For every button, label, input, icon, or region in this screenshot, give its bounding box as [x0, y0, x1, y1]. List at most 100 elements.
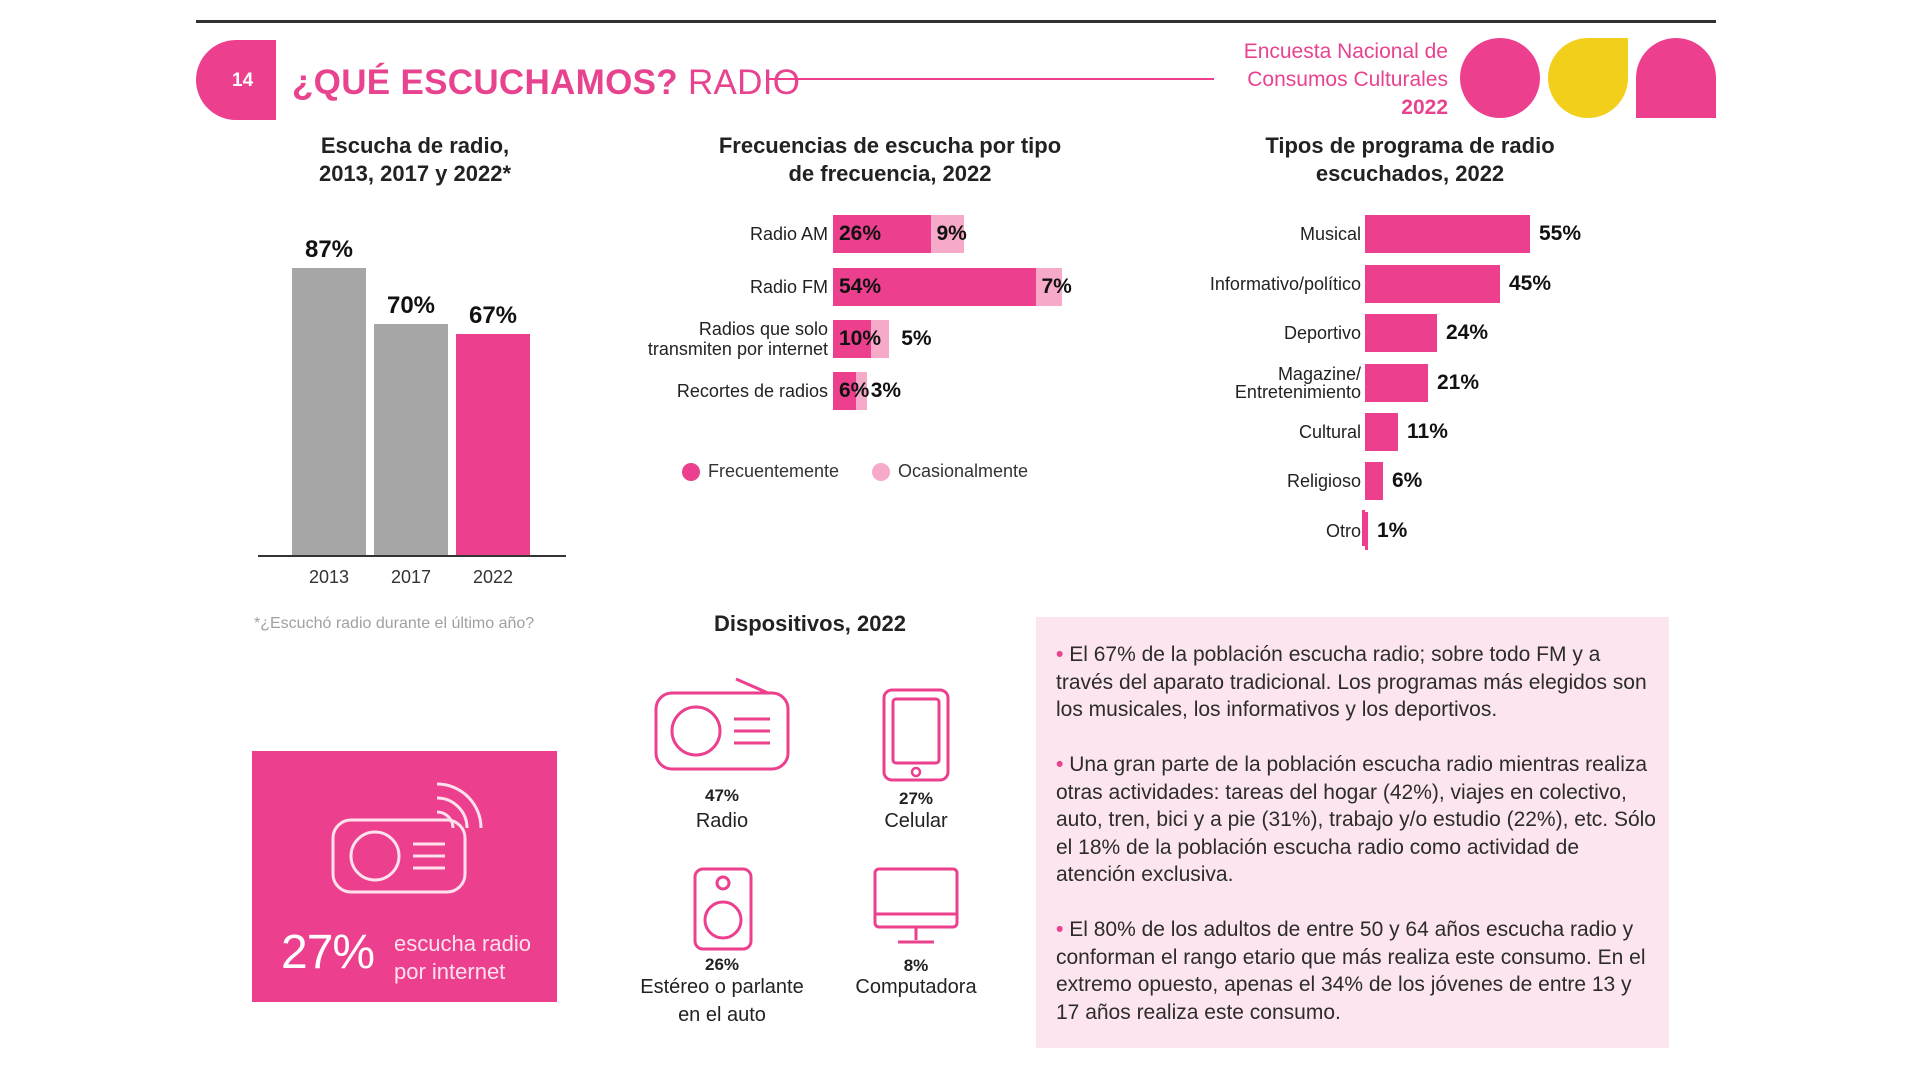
frequency-value-occasional: 3%	[870, 379, 902, 402]
finding-paragraph-1: • El 67% de la población escucha radio; …	[1056, 641, 1656, 724]
frequency-value-occasional: 7%	[1041, 275, 1072, 298]
internet-radio-text-2: por internet	[394, 959, 506, 984]
listening-bar-2017	[374, 324, 448, 555]
title-divider	[768, 78, 1214, 80]
program-chart-title-1: Tipos de programa de radio	[1265, 133, 1555, 158]
program-value-label: 45%	[1509, 272, 1552, 295]
frequency-value-frequent: 10%	[839, 327, 882, 350]
finding-text-2: Una gran parte de la población escucha r…	[1056, 753, 1656, 886]
program-category-line: Religioso	[1286, 471, 1361, 491]
listening-bar-2013	[292, 267, 366, 555]
logo-circle-shape	[1460, 38, 1540, 118]
frequency-value-frequent: 54%	[839, 275, 882, 298]
listening-bar-label-2022: 67%	[468, 301, 518, 329]
internet-radio-text: escucha radio por internet	[394, 930, 531, 986]
program-value-label: 6%	[1392, 469, 1423, 492]
speaker-icon	[693, 867, 753, 951]
legend-occasional-swatch	[872, 463, 890, 481]
frequency-category-label: Radio AM	[750, 224, 828, 244]
program-value-label: 11%	[1407, 420, 1448, 443]
phone-icon	[882, 688, 950, 782]
legend-occasional-label: Ocasionalmente	[898, 461, 1029, 481]
program-category-label: Informativo/político	[1210, 275, 1361, 293]
listening-x-tick-2022: 2022	[472, 567, 514, 587]
frequency-value-frequent: 26%	[839, 222, 882, 245]
program-bar	[1365, 413, 1398, 451]
brand-year: 2022	[1401, 96, 1448, 119]
top-rule	[196, 20, 1716, 23]
listening-chart-title: Escucha de radio, 2013, 2017 y 2022*	[250, 132, 580, 188]
listening-bar-label-2013: 87%	[304, 235, 354, 263]
bullet-dot: •	[1056, 753, 1064, 776]
radio-icon	[654, 677, 790, 771]
device-radio-value: 47%	[704, 786, 740, 805]
program-value-label: 21%	[1437, 371, 1480, 394]
logo-arch-shape	[1636, 38, 1716, 118]
program-chart-title: Tipos de programa de radio escuchados, 2…	[1200, 132, 1620, 188]
section-title-rest: RADIO	[677, 63, 801, 102]
program-category-line: Entretenimiento	[1234, 382, 1361, 402]
device-speaker-name-1: Estéreo o parlante	[640, 976, 804, 998]
brand-line-1: Encuesta Nacional de	[1243, 40, 1448, 63]
frequency-bar-occasional	[870, 320, 890, 358]
frequency-chart-title: Frecuencias de escucha por tipo de frecu…	[680, 132, 1100, 188]
listening-chart-x-axis	[258, 555, 566, 557]
device-computer-value: 8%	[903, 956, 929, 975]
device-computer-name: Computadora	[855, 976, 977, 998]
program-bar	[1365, 462, 1383, 500]
device-phone-value: 27%	[898, 789, 934, 808]
devices-title: Dispositivos, 2022	[714, 611, 906, 636]
brand-line-2: Consumos Culturales	[1247, 68, 1448, 91]
frequency-category-line: Radio FM	[749, 277, 828, 297]
frequency-bar-frequent	[833, 268, 1036, 306]
listening-bar-label-2017: 70%	[386, 292, 436, 319]
survey-brand: Encuesta Nacional de Consumos Culturales…	[1244, 38, 1448, 122]
computer-icon	[873, 867, 959, 944]
frequency-category-label: Recortes de radios	[677, 381, 828, 401]
finding-paragraph-3: • El 80% de los adultos de entre 50 y 64…	[1056, 916, 1656, 1026]
program-category-label: Deportivo	[1284, 324, 1361, 342]
page-number: 14	[232, 70, 254, 91]
frequency-bar-frequent	[833, 215, 931, 253]
finding-text-3: El 80% de los adultos de entre 50 y 64 a…	[1056, 918, 1646, 1024]
program-bar	[1365, 314, 1437, 352]
program-category-label: Religioso	[1287, 472, 1361, 490]
legend-frequent-swatch	[682, 463, 700, 481]
internet-radio-highlight-box	[252, 751, 557, 1002]
program-bar	[1365, 512, 1368, 550]
frequency-category-label: Radio FM	[750, 277, 828, 297]
program-category-line: Otro	[1325, 521, 1361, 541]
program-category-label: Musical	[1300, 225, 1361, 243]
frequency-value-occasional: 9%	[936, 222, 967, 245]
listening-chart-footnote: *¿Escuchó radio durante el último año?	[254, 615, 535, 632]
frequency-bar-frequent	[833, 320, 871, 358]
program-category-line: Deportivo	[1283, 323, 1361, 343]
device-phone-name: Celular	[884, 810, 948, 832]
listening-x-tick-2017: 2017	[390, 567, 432, 587]
finding-paragraph-2: • Una gran parte de la población escucha…	[1056, 751, 1656, 889]
frequency-bar-frequent	[833, 372, 856, 410]
program-category-label: Magazine/Entretenimiento	[1235, 365, 1361, 401]
frequency-chart-title-1: Frecuencias de escucha por tipo	[718, 133, 1062, 158]
frequency-category-line: Radios que solo	[698, 319, 828, 339]
listening-x-tick-2013: 2013	[308, 567, 350, 587]
frequency-bar-occasional	[855, 372, 867, 410]
program-chart-title-2: escuchados, 2022	[1315, 161, 1505, 186]
program-bar-min-mark	[1362, 510, 1365, 546]
frequency-value-frequent: 6%	[839, 379, 870, 402]
program-value-label: 55%	[1539, 222, 1582, 245]
frequency-category-line: transmiten por internet	[647, 339, 828, 359]
program-category-line: Cultural	[1298, 422, 1361, 442]
frequency-chart-title-2: de frecuencia, 2022	[788, 161, 992, 186]
frequency-category-line: Radio AM	[749, 224, 828, 244]
program-category-line: Musical	[1299, 224, 1361, 244]
finding-text-1: El 67% de la población escucha radio; so…	[1056, 643, 1647, 721]
section-title: ¿QUÉ ESCUCHAMOS? RADIO	[292, 63, 800, 103]
logo-leaf-shape	[1548, 38, 1628, 118]
frequency-category-label: Radios que solo transmiten por internet	[648, 319, 828, 359]
program-value-label: 24%	[1446, 321, 1489, 344]
listening-chart-title-1: Escucha de radio,	[320, 133, 510, 158]
legend-frequent-label: Frecuentemente	[708, 461, 840, 481]
program-bar	[1365, 364, 1428, 402]
